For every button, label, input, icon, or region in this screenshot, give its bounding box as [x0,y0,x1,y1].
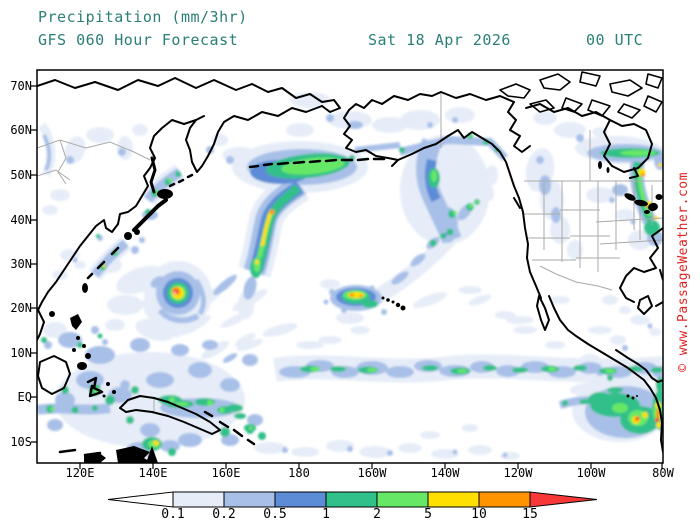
model-line: GFS 060 Hour Forecast [38,31,239,49]
colorbar-label-0.5: 0.5 [263,507,287,522]
lon-label-80W: 80W [652,466,674,480]
lon-label-100W: 100W [576,466,606,480]
colorbar-label-0.2: 0.2 [212,507,236,522]
cb-seg [478,491,531,508]
cb-seg [172,491,225,508]
lat-label-70N: 70N [10,79,32,93]
lon-label-160W: 160W [357,466,387,480]
coastlines-layer [37,71,663,463]
colorbar-label-15: 15 [522,507,538,522]
lon-label-120W: 120W [503,466,533,480]
lon-label-140W: 140W [430,466,460,480]
cb-seg [274,491,327,508]
colorbar-label-1: 1 [322,507,330,522]
colorbar-label-0.1: 0.1 [161,507,185,522]
cb-seg [223,491,276,508]
page-title: Precipitation (mm/3hr) [38,8,248,26]
colorbar-segments [172,491,531,508]
colorbar-over-arrow [529,491,598,508]
lat-label-50N: 50N [10,168,32,182]
lat-label-EQ: EQ [17,390,32,404]
lon-label-140E: 140E [138,466,168,480]
colorbar-label-2: 2 [373,507,381,522]
cb-seg [325,491,378,508]
colorbar-under-arrow [107,491,174,508]
lat-label-10N: 10N [10,346,32,360]
lat-label-30N: 30N [10,257,32,271]
cb-seg [427,491,480,508]
lat-label-20N: 20N [10,301,32,315]
colorbar-label-10: 10 [471,507,487,522]
lat-label-60N: 60N [10,123,32,137]
cb-seg [376,491,429,508]
lon-label-120E: 120E [65,466,95,480]
valid-time: 00 UTC [586,31,644,49]
axis-ticks [31,85,663,469]
lat-label-40N: 40N [10,213,32,227]
lon-label-160E: 160E [211,466,241,480]
valid-date: Sat 18 Apr 2026 [368,31,511,49]
lat-label-10S: 10S [10,435,32,449]
watermark: © www.PassageWeather.com [676,172,691,372]
lon-label-180: 180 [288,466,310,480]
pacific-precipitation-map [31,69,664,469]
colorbar-label-5: 5 [424,507,432,522]
precipitation-colorbar [107,491,598,508]
precipitation-layer [37,92,663,460]
map-frame [31,69,664,469]
